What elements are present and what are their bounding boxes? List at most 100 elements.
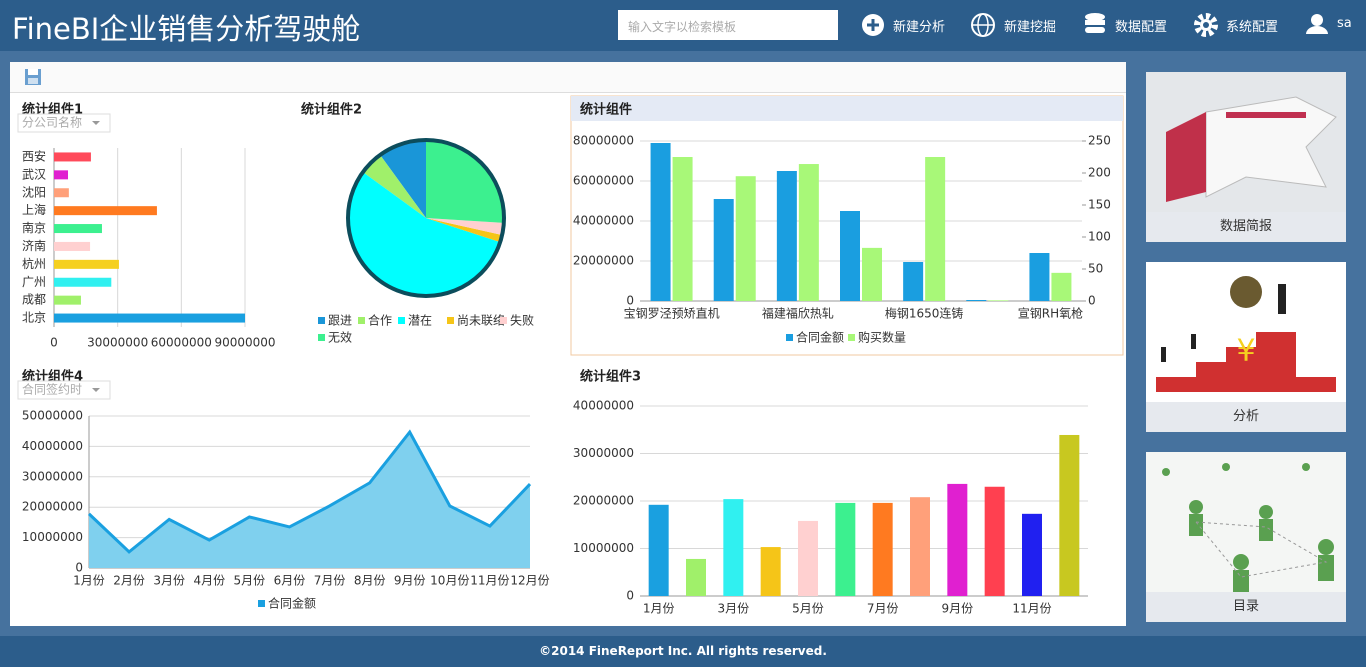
nav-item[interactable]: 数据配置 <box>1115 20 1168 35</box>
filter-label: 分公司名称 <box>22 115 82 130</box>
bar <box>835 502 856 596</box>
card-label: 分析 <box>1146 402 1346 432</box>
bar <box>776 171 797 301</box>
y-tick-label: 50000000 <box>22 409 83 423</box>
bar <box>713 199 734 301</box>
y-tick-label: 成都 <box>22 293 46 307</box>
legend-label: 购买数量 <box>858 330 906 345</box>
y-tick-label: 20000000 <box>22 500 83 514</box>
x-tick-label: 0 <box>50 336 58 350</box>
bar <box>54 259 119 269</box>
x-tick-label: 7月份 <box>314 574 346 588</box>
bar <box>947 483 968 596</box>
nav-item[interactable]: 系统配置 <box>1226 20 1279 35</box>
filter-box[interactable] <box>17 380 111 400</box>
y-tick-label: 济南 <box>22 238 46 253</box>
legend-swatch <box>318 334 325 341</box>
bar <box>650 143 671 301</box>
bar <box>798 520 818 596</box>
save-icon[interactable] <box>24 68 42 86</box>
x-tick-label: 4月份 <box>193 574 225 588</box>
sidebar-card[interactable]: 目录 <box>1146 452 1346 622</box>
y-tick-label: 北京 <box>22 311 46 325</box>
x-tick-label: 5月份 <box>234 574 266 588</box>
x-tick-label: 10月份 <box>430 574 469 588</box>
nav-icon <box>862 14 884 36</box>
x-tick-label: 1月份 <box>643 602 675 616</box>
legend-label: 合作 <box>368 313 392 328</box>
legend-swatch <box>447 317 454 324</box>
x-tick-label: 3月份 <box>718 602 750 616</box>
dropdown-arrow <box>92 121 100 125</box>
y-tick-label: 沈阳 <box>22 184 46 199</box>
pie-slice <box>426 218 504 236</box>
bar <box>54 152 91 162</box>
app-title: FineBI企业销售分析驾驶舱 <box>12 12 361 46</box>
y-tick-label: 0 <box>1088 294 1096 308</box>
y-tick-label: 10000000 <box>22 530 83 544</box>
user-icon <box>1306 14 1328 34</box>
bar <box>910 497 930 596</box>
x-tick-label: 60000000 <box>151 336 212 350</box>
bar <box>54 224 102 234</box>
x-tick-label: 福建福欣热轧 <box>762 306 834 321</box>
area <box>89 432 530 568</box>
x-tick-label: 梅钢1650连铸 <box>885 306 964 321</box>
bar <box>984 486 1005 596</box>
legend-swatch <box>500 317 507 324</box>
legend-swatch <box>848 334 855 341</box>
bar <box>648 504 669 596</box>
y-tick-label: 20000000 <box>573 494 634 508</box>
x-tick-label: 8月份 <box>354 574 386 588</box>
pie-slice <box>347 172 501 297</box>
y-tick-label: 100 <box>1088 230 1111 244</box>
line <box>87 429 532 554</box>
nav-icon <box>1085 13 1105 33</box>
x-tick-label: 11月份 <box>470 574 509 588</box>
user-name[interactable]: sa <box>1337 16 1352 31</box>
x-tick-label: 11月份 <box>1012 602 1051 616</box>
x-tick-label: 9月份 <box>394 574 426 588</box>
legend-swatch <box>318 317 325 324</box>
y-tick-label: 60000000 <box>573 174 634 188</box>
nav-item[interactable]: 新建分析 <box>893 20 946 35</box>
search-box[interactable]: 输入文字以检索模板 <box>618 10 838 40</box>
legend-swatch <box>358 317 365 324</box>
bar <box>672 157 693 301</box>
filter-label: 合同签约时 <box>22 382 82 397</box>
card-label: 数据简报 <box>1146 212 1346 242</box>
y-tick-label: 30000000 <box>573 446 634 460</box>
pie-slice <box>426 140 505 223</box>
x-tick-label: 宝钢罗泾预矫直机 <box>624 306 720 321</box>
nav-icon <box>971 13 995 37</box>
bar <box>54 241 91 251</box>
y-tick-label: 0 <box>626 294 634 308</box>
bar <box>54 206 157 216</box>
x-tick-label: 90000000 <box>214 336 275 350</box>
svg-text:¥: ¥ <box>1236 334 1255 369</box>
y-tick-label: 南京 <box>22 220 46 235</box>
bar <box>988 300 1009 301</box>
dropdown-arrow <box>92 388 100 392</box>
pie-slice <box>380 140 426 218</box>
chart-title: 统计组件2 <box>301 102 362 118</box>
y-tick-label: 30000000 <box>22 469 83 483</box>
bar <box>735 176 756 301</box>
bar <box>54 170 69 180</box>
y-tick-label: 150 <box>1088 198 1111 212</box>
filter-box[interactable] <box>17 113 111 133</box>
sidebar-card[interactable]: 数据简报 <box>1146 72 1346 242</box>
legend-label: 跟进 <box>328 314 352 328</box>
header: FineBI企业销售分析驾驶舱 输入文字以检索模板 新建分析 新建挖掘 数据配置… <box>0 0 1366 51</box>
legend-label: 潜在 <box>408 314 432 328</box>
y-tick-label: 西安 <box>22 148 46 163</box>
y-tick-label: 10000000 <box>573 541 634 555</box>
legend-swatch <box>398 317 405 324</box>
y-tick-label: 80000000 <box>573 134 634 148</box>
legend-label: 合同金额 <box>268 596 316 611</box>
chart-title: 统计组件 <box>580 102 632 118</box>
bar <box>54 188 69 198</box>
y-tick-label: 武汉 <box>22 167 46 181</box>
sidebar-card[interactable]: ¥ 分析 <box>1146 262 1346 432</box>
nav-item[interactable]: 新建挖掘 <box>1004 20 1057 35</box>
